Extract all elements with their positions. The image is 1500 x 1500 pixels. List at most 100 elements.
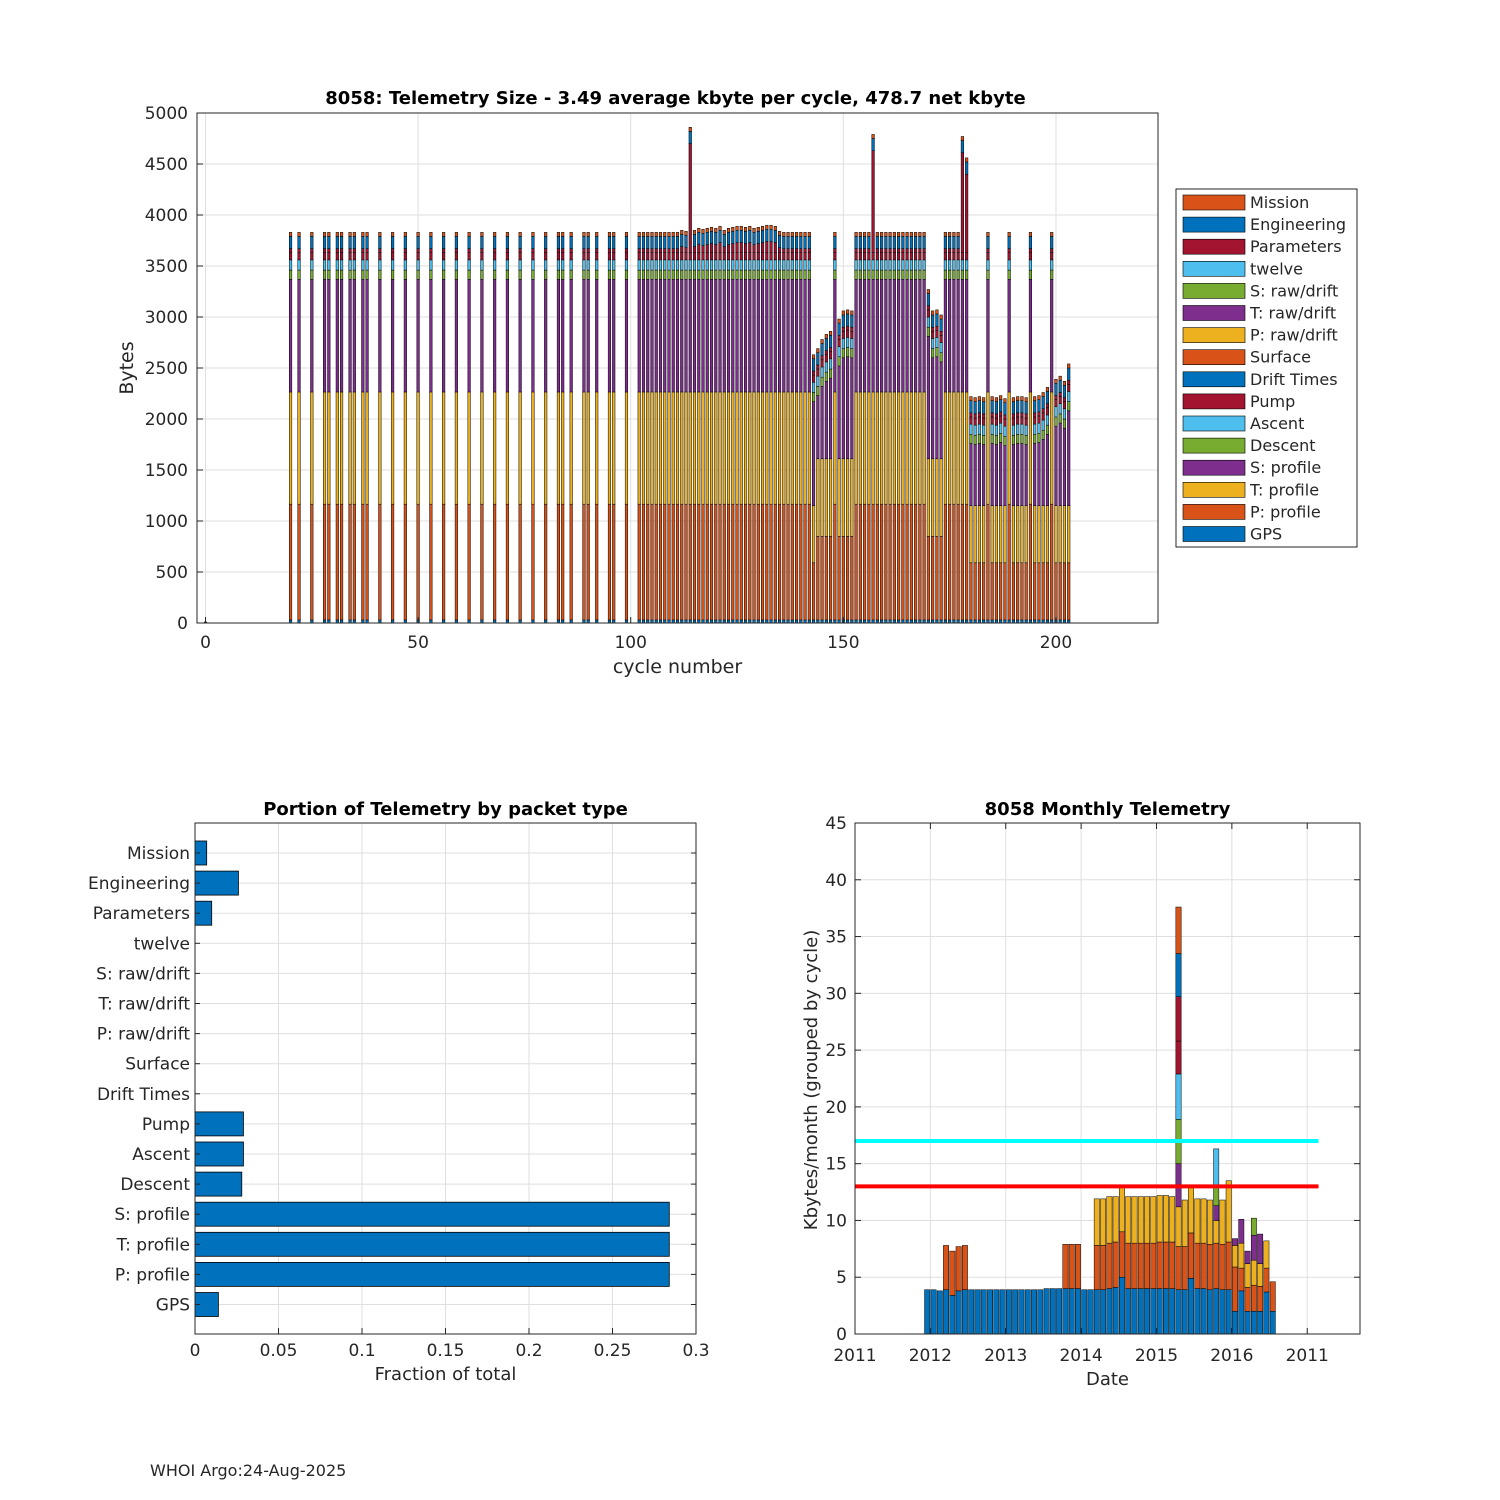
bar-segment [1054,562,1058,621]
legend-swatch [1182,393,1246,410]
bar-segment [1058,403,1062,415]
bar-segment [1175,906,1182,954]
bar [194,1141,244,1167]
bar-segment [582,252,586,261]
bar-segment [892,269,896,280]
bar-segment [986,248,990,253]
bar-segment [340,232,344,237]
bar-segment [773,503,777,621]
bar-segment [875,252,879,261]
bar-segment [867,259,871,271]
bar-segment [595,232,599,237]
bar-segment [722,259,726,271]
bar-segment [999,399,1003,413]
bar-segment [1062,408,1067,420]
bar [194,1111,244,1137]
bar-segment [748,279,752,393]
bar-segment [752,228,756,233]
bar-segment [361,236,365,249]
bar-segment [935,337,939,348]
bar-segment [310,252,314,261]
bar-segment [675,252,680,261]
bar-segment [586,391,590,505]
bar-segment [726,259,731,271]
bar-segment [786,252,790,261]
bar-segment [1119,1276,1125,1335]
bar-segment [680,503,684,621]
bar-segment [429,259,433,271]
bar-segment [892,503,896,621]
bar-segment [288,503,293,621]
bar-segment [641,248,646,253]
bar-segment [561,259,565,271]
bar-segment [1007,252,1011,261]
bar-segment [675,279,680,393]
bar-segment [982,562,986,621]
bar-segment [505,236,509,249]
bar-segment [650,248,654,253]
bar-segment [1058,375,1062,381]
bar-segment [1263,1291,1270,1335]
bar-segment [667,236,671,249]
bar-segment [948,236,952,249]
bar-segment [1045,505,1049,564]
bar-segment [641,503,646,621]
bar-segment [743,259,748,271]
bar-segment [671,503,675,621]
bar-segment [340,248,344,253]
bar-segment [416,252,420,261]
bar-segment [714,259,718,271]
bar-segment [663,503,667,621]
bar-segment [323,503,327,621]
bar-segment [1050,236,1054,249]
bar-segment [658,236,663,249]
category-label: Mission [127,844,190,864]
bar-segment [650,236,654,249]
bar-segment [586,232,590,237]
legend-label: S: profile [1250,458,1321,477]
bar-segment [799,279,803,393]
bar-segment [365,236,369,249]
bar-segment [582,269,586,280]
bar-segment [1041,392,1045,397]
bar-segment [1137,1242,1144,1289]
bar-segment [675,232,680,237]
bar-segment [769,503,773,621]
bar-segment [760,225,765,231]
y-tick-label: 30 [825,984,847,1004]
bar-segment [709,252,714,261]
bar-segment [973,417,977,426]
bar-segment [1067,401,1071,412]
x-tick-label: 50 [407,633,429,653]
x-tick-label: 2011 [833,1346,876,1366]
bar-segment [816,395,820,460]
bar-segment [658,503,663,621]
bar-segment [1062,385,1067,398]
bar-segment [1020,416,1024,425]
bar-segment [778,231,782,236]
bar-segment [735,259,739,271]
bar-segment [939,335,943,343]
bar-segment [884,259,888,271]
bar-segment [875,391,879,505]
bar-segment [493,259,497,271]
bar-segment [960,391,964,505]
bar-segment [994,435,998,445]
bar-segment [773,391,777,505]
bar-segment [612,252,616,261]
bar-segment [1037,422,1041,434]
bar-segment [1011,505,1015,564]
bar-segment [939,352,943,363]
bar-segment [897,503,901,621]
bar-segment [1024,1289,1031,1335]
bar-segment [454,259,458,271]
bar-segment [841,326,845,332]
bar-segment [697,503,701,621]
bar-segment [956,248,960,253]
bar-segment [969,562,973,621]
bar-segment [735,230,739,243]
bar-segment [416,503,420,621]
bar-segment [323,252,327,261]
bar-segment [943,1289,949,1335]
bar-segment [867,391,871,505]
